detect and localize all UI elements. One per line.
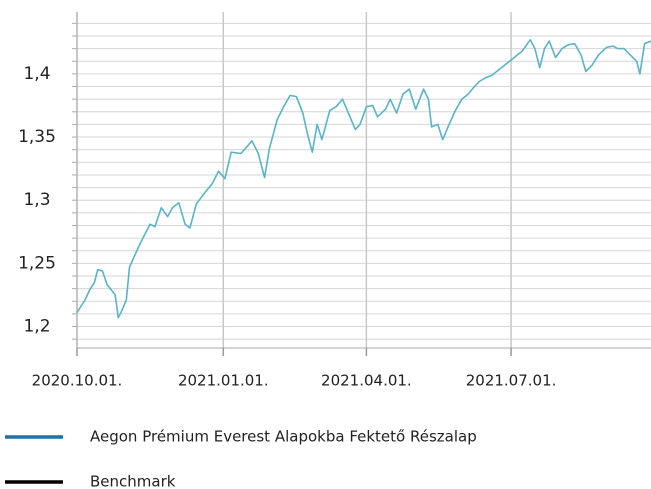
x-tick-label: 2021.04.01. bbox=[321, 372, 412, 390]
y-tick-label: 1,35 bbox=[18, 127, 56, 147]
x-tick-label: 2021.07.01. bbox=[466, 372, 557, 390]
y-tick-label: 1,4 bbox=[23, 64, 50, 84]
legend-label: Aegon Prémium Everest Alapokba Fektető R… bbox=[90, 428, 477, 446]
series-line bbox=[76, 38, 651, 319]
x-tick-label: 2021.01.01. bbox=[178, 372, 269, 390]
y-tick-label: 1,25 bbox=[18, 253, 56, 273]
x-tick-label: 2020.10.01. bbox=[32, 372, 123, 390]
y-tick-label: 1,3 bbox=[23, 190, 50, 210]
y-tick-label: 1,2 bbox=[23, 317, 50, 337]
legend-label: Benchmark bbox=[90, 473, 176, 489]
